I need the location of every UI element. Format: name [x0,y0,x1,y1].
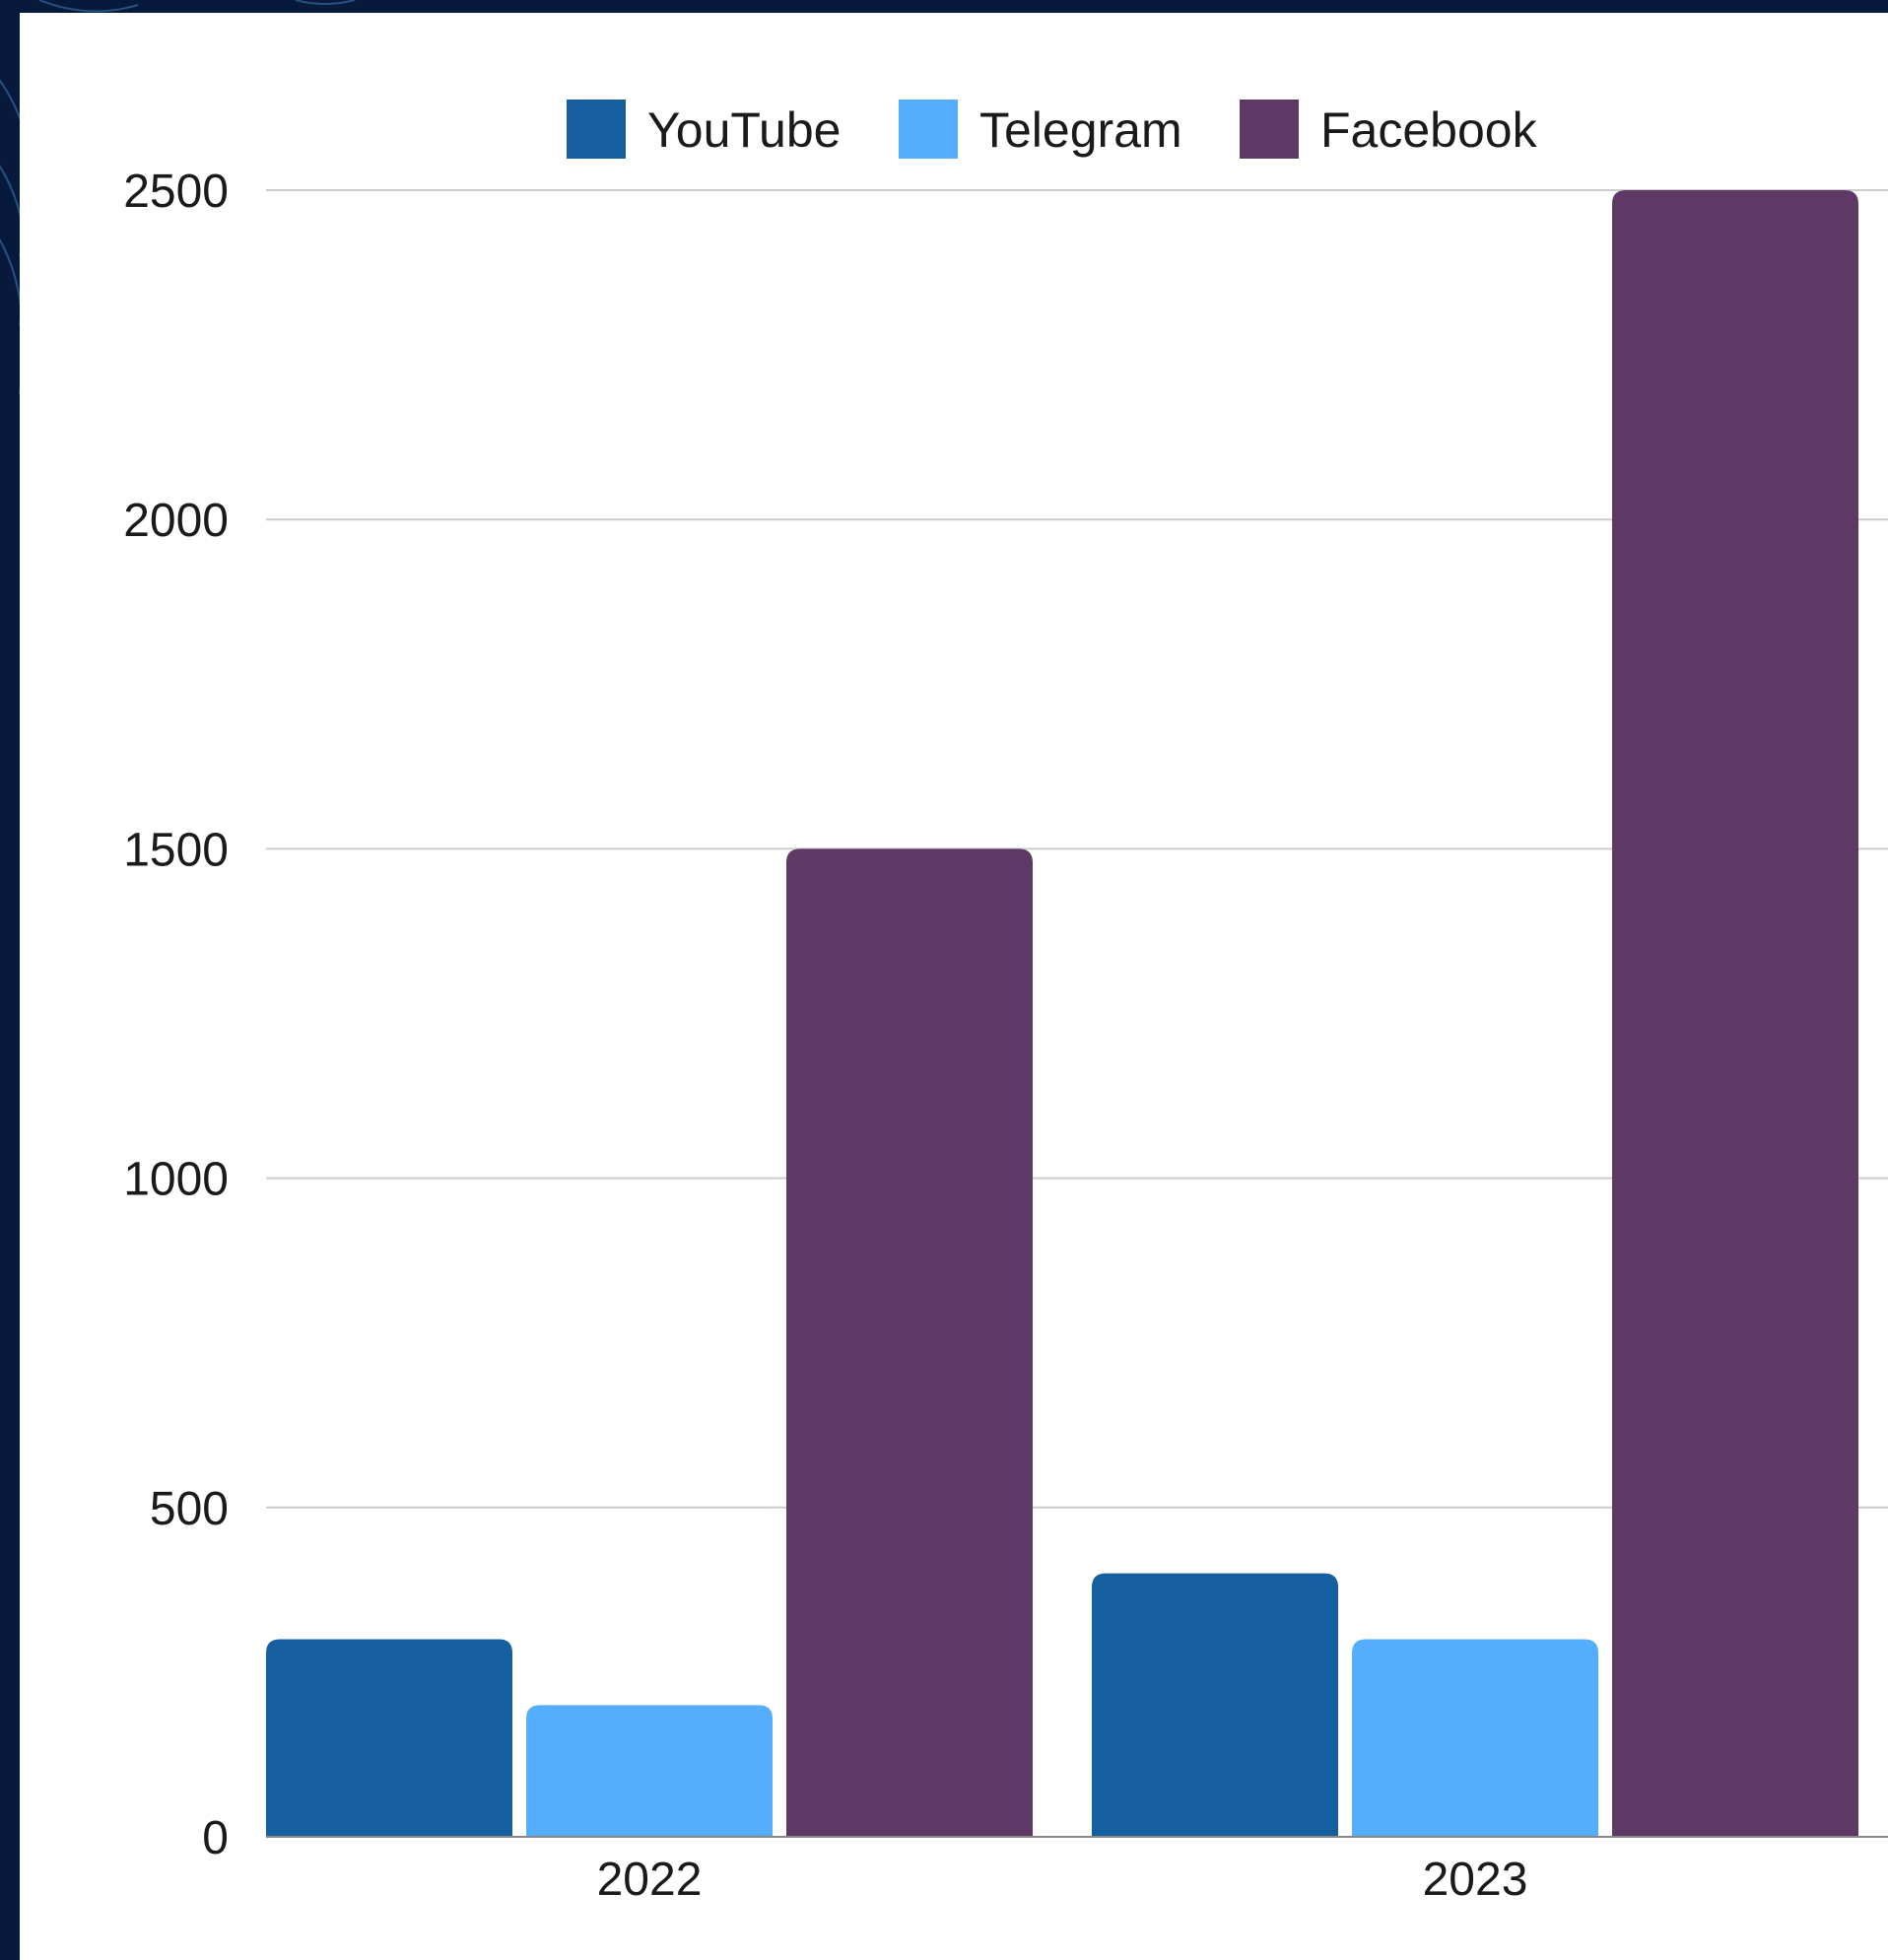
y-axis-tick-labels: 0 500 1000 1500 2000 2500 [123,166,229,1864]
bar-facebook-2022 [786,848,1033,1837]
bar-facebook-2023 [1612,190,1858,1837]
bar-telegram-2022 [526,1705,773,1837]
y-tick-label: 0 [202,1812,229,1864]
bar-youtube-2022 [266,1639,512,1837]
x-axis-category-labels: 2022 2023 [597,1854,1528,1906]
chart-panel: 0 500 1000 1500 2000 2500 2022 2023 YouTube Tel… [20,13,1888,1960]
y-tick-label: 2000 [123,495,229,547]
legend-swatch-facebook [1240,100,1299,159]
y-tick-label: 500 [150,1483,229,1535]
legend-swatch-youtube [567,100,626,159]
x-category-label: 2022 [597,1854,703,1906]
bars [266,190,1858,1837]
y-tick-label: 1500 [123,824,229,876]
y-tick-label: 2500 [123,166,229,218]
legend: YouTube Telegram Facebook [567,100,1538,159]
legend-label-facebook: Facebook [1320,102,1538,158]
legend-swatch-telegram [899,100,958,159]
legend-label-telegram: Telegram [979,102,1182,158]
legend-label-youtube: YouTube [647,102,841,158]
x-category-label: 2023 [1423,1854,1528,1906]
bar-chart: 0 500 1000 1500 2000 2500 2022 2023 YouTube Tel… [123,100,1888,1906]
y-tick-label: 1000 [123,1154,229,1206]
bar-telegram-2023 [1352,1639,1598,1837]
bar-youtube-2023 [1092,1573,1338,1837]
